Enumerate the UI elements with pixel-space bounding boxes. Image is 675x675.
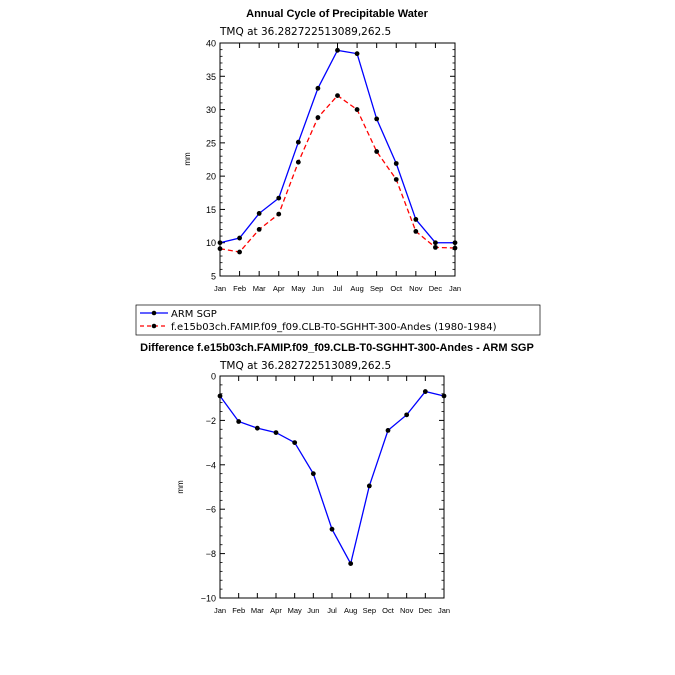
x-tick-label: Jul <box>333 284 343 293</box>
data-point <box>335 47 340 53</box>
data-point <box>329 526 335 532</box>
x-tick-label: Sep <box>363 606 376 615</box>
x-tick-label: Dec <box>429 284 443 293</box>
chart-top-ylabel: mm <box>183 152 192 166</box>
series-line-0 <box>219 390 445 566</box>
data-point <box>374 116 380 122</box>
legend-marker-arm-sgp <box>151 310 157 316</box>
data-point <box>404 412 410 418</box>
data-point <box>441 393 447 399</box>
data-point <box>237 235 242 241</box>
data-point <box>236 419 242 424</box>
y-tick-label: 35 <box>206 72 216 82</box>
data-point <box>237 249 242 255</box>
data-point <box>366 483 372 489</box>
x-tick-label: Dec <box>419 606 433 615</box>
data-point <box>310 471 316 477</box>
x-tick-label: Jan <box>214 284 226 293</box>
chart-top-subtitle: TMQ at 36.282722513089,262.5 <box>219 26 391 38</box>
x-tick-label: Oct <box>390 284 403 293</box>
plot-frame <box>219 42 456 277</box>
legend-label-model: f.e15b03ch.FAMIP.f09_f09.CLB-T0-SGHHT-30… <box>171 322 497 333</box>
y-tick-label: 20 <box>206 172 216 182</box>
legend-box <box>135 304 541 336</box>
y-tick-label: 0 <box>211 372 216 382</box>
data-point <box>256 227 262 232</box>
data-point <box>413 228 419 234</box>
y-tick-label: −4 <box>206 460 216 470</box>
data-point <box>393 177 399 182</box>
data-point <box>354 107 360 112</box>
x-tick-label: Jan <box>438 606 450 615</box>
x-tick-label: Jan <box>449 284 461 293</box>
x-tick-label: Sep <box>370 284 383 293</box>
data-point <box>433 240 438 246</box>
x-tick-label: Mar <box>253 284 266 293</box>
x-tick-label: Mar <box>251 606 264 615</box>
x-tick-label: Jan <box>214 606 226 615</box>
data-point <box>433 244 438 250</box>
y-tick-label: 30 <box>206 105 216 115</box>
data-point <box>217 240 223 246</box>
chart-bottom-title: Difference f.e15b03ch.FAMIP.f09_f09.CLB-… <box>140 342 534 354</box>
data-point <box>217 246 223 252</box>
x-tick-label: May <box>291 284 305 293</box>
x-tick-label: May <box>288 606 302 615</box>
data-point <box>273 430 279 436</box>
y-tick-label: 40 <box>206 39 216 49</box>
data-point <box>295 159 301 165</box>
chart-bottom-ylabel: mm <box>176 480 185 494</box>
data-point <box>256 211 262 216</box>
chart-top-title: Annual Cycle of Precipitable Water <box>246 8 428 20</box>
x-tick-label: Apr <box>270 606 282 615</box>
y-tick-label: 15 <box>206 205 216 215</box>
data-point <box>354 51 360 57</box>
y-tick-label: 10 <box>206 238 216 248</box>
data-point <box>374 149 380 154</box>
data-point <box>335 93 340 98</box>
x-tick-label: Aug <box>350 284 363 293</box>
data-point <box>393 161 399 166</box>
legend-marker-model <box>151 323 157 329</box>
x-tick-label: Jun <box>307 606 319 615</box>
x-tick-label: Jul <box>327 606 337 615</box>
data-point <box>348 561 354 566</box>
x-tick-label: Nov <box>400 606 414 615</box>
x-tick-label: Jun <box>312 284 324 293</box>
legend: ARM SGP f.e15b03ch.FAMIP.f09_f09.CLB-T0-… <box>135 304 541 336</box>
y-tick-label: −10 <box>201 594 216 604</box>
chart-bottom: Difference f.e15b03ch.FAMIP.f09_f09.CLB-… <box>140 342 534 615</box>
data-point <box>422 389 428 394</box>
data-point <box>413 217 419 222</box>
data-point <box>385 427 391 433</box>
y-tick-label: −6 <box>206 505 216 515</box>
data-point <box>276 211 282 217</box>
x-tick-label: Nov <box>409 284 423 293</box>
series-line-1 <box>219 94 456 253</box>
series-line-0 <box>219 49 455 244</box>
data-point <box>276 195 282 201</box>
x-tick-label: Oct <box>382 606 395 615</box>
y-tick-label: 25 <box>206 138 216 148</box>
chart-bottom-subtitle: TMQ at 36.282722513089,262.5 <box>219 360 391 372</box>
data-point <box>254 425 260 431</box>
data-point <box>217 393 223 399</box>
data-point <box>295 139 301 145</box>
x-tick-label: Feb <box>232 606 245 615</box>
x-tick-label: Apr <box>273 284 285 293</box>
data-point <box>315 85 321 91</box>
x-tick-label: Aug <box>344 606 357 615</box>
data-point <box>315 115 321 120</box>
chart-top: Annual Cycle of Precipitable Water TMQ a… <box>183 8 461 293</box>
data-point <box>452 240 458 246</box>
data-point <box>452 245 458 251</box>
y-tick-label: −8 <box>206 549 216 559</box>
x-tick-label: Feb <box>233 284 246 293</box>
y-tick-label: −2 <box>206 416 216 426</box>
legend-label-arm-sgp: ARM SGP <box>171 309 217 320</box>
data-point <box>292 440 298 445</box>
y-tick-label: 5 <box>211 272 216 282</box>
